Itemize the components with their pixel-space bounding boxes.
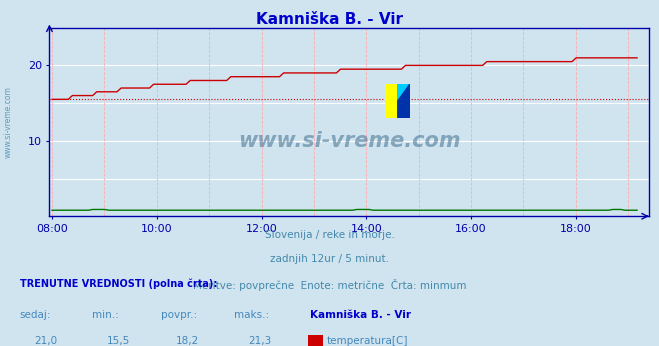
- Text: sedaj:: sedaj:: [20, 310, 51, 320]
- Polygon shape: [398, 84, 411, 118]
- Text: maks.:: maks.:: [234, 310, 269, 320]
- Text: Kamniška B. - Vir: Kamniška B. - Vir: [256, 12, 403, 27]
- Text: TRENUTNE VREDNOSTI (polna črta):: TRENUTNE VREDNOSTI (polna črta):: [20, 279, 217, 289]
- Text: www.si-vreme.com: www.si-vreme.com: [4, 86, 13, 158]
- Text: 18,2: 18,2: [176, 336, 200, 346]
- Text: Kamniška B. - Vir: Kamniška B. - Vir: [310, 310, 411, 320]
- Text: 15,5: 15,5: [107, 336, 130, 346]
- Text: www.si-vreme.com: www.si-vreme.com: [238, 131, 461, 151]
- Polygon shape: [386, 84, 398, 118]
- Text: min.:: min.:: [92, 310, 119, 320]
- Text: Slovenija / reke in morje.: Slovenija / reke in morje.: [264, 230, 395, 240]
- Polygon shape: [398, 84, 411, 101]
- Text: Meritve: povprečne  Enote: metrične  Črta: minmum: Meritve: povprečne Enote: metrične Črta:…: [192, 279, 467, 291]
- Text: temperatura[C]: temperatura[C]: [326, 336, 408, 346]
- Text: zadnjih 12ur / 5 minut.: zadnjih 12ur / 5 minut.: [270, 254, 389, 264]
- Text: povpr.:: povpr.:: [161, 310, 198, 320]
- Text: 21,0: 21,0: [34, 336, 58, 346]
- Text: 21,3: 21,3: [248, 336, 272, 346]
